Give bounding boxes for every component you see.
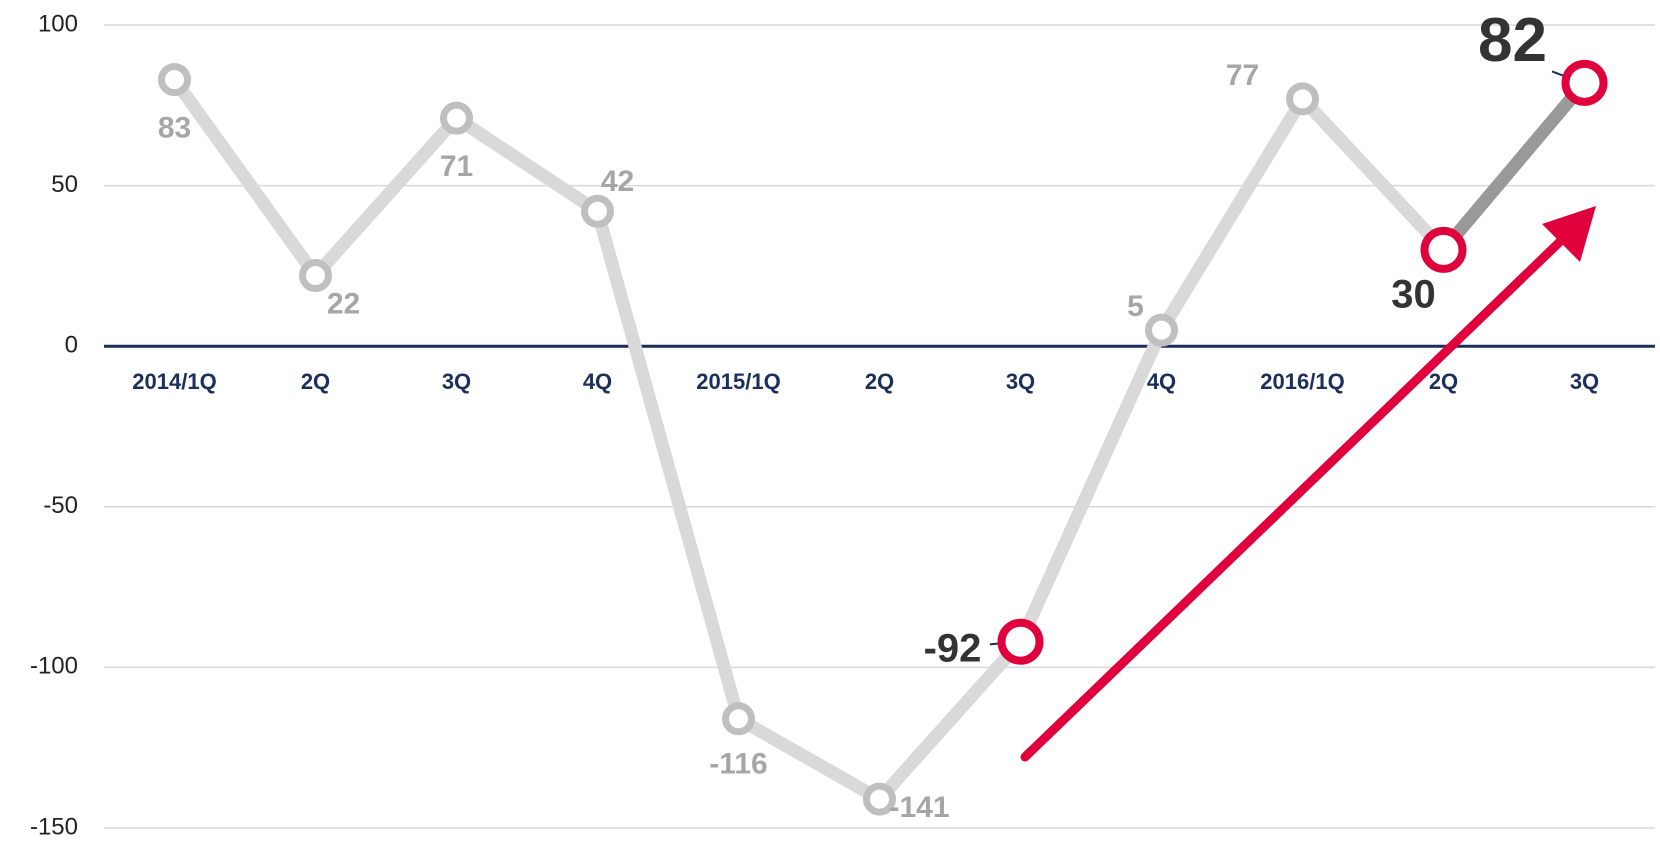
y-tick-label: 50: [51, 171, 78, 198]
y-tick-label: 0: [65, 332, 78, 359]
x-tick-label: 2Q: [301, 369, 330, 394]
line-segment: [591, 204, 745, 726]
marker: [158, 63, 191, 97]
y-tick-label: -100: [30, 653, 78, 680]
data-label: -92: [924, 626, 982, 670]
marker: [299, 259, 332, 293]
data-label: 77: [1226, 59, 1259, 92]
line-segment: [1155, 92, 1309, 337]
x-tick-label: 3Q: [1006, 369, 1035, 394]
x-tick-label: 3Q: [1570, 369, 1599, 394]
line-segment: [873, 635, 1027, 806]
trend-arrow-head: [1542, 206, 1596, 262]
marker: [581, 194, 614, 228]
x-tick-label: 4Q: [1147, 369, 1176, 394]
marker: [440, 101, 473, 135]
x-tick-label: 2Q: [865, 369, 894, 394]
marker: [1286, 82, 1319, 116]
x-tick-label: 2014/1Q: [132, 369, 216, 394]
marker: [1145, 313, 1178, 347]
lines: [168, 73, 1591, 806]
marker: [1561, 59, 1608, 106]
data-label: 22: [327, 287, 360, 320]
data-label: 42: [601, 165, 634, 198]
x-tick-label: 2Q: [1429, 369, 1458, 394]
y-tick-label: 100: [38, 10, 78, 37]
marker: [1420, 226, 1467, 273]
x-tick-label: 2016/1Q: [1260, 369, 1344, 394]
x-tick-label: 4Q: [583, 369, 612, 394]
data-label: 83: [158, 112, 191, 145]
line-segment: [168, 73, 322, 283]
line-segment: [309, 111, 463, 283]
marker: [722, 702, 755, 736]
line-segment: [1014, 323, 1168, 649]
marker: [863, 782, 896, 816]
line-segment: [732, 712, 886, 806]
trend-arrow: [1020, 227, 1575, 762]
marker: [997, 618, 1044, 665]
y-tick-label: -50: [43, 492, 78, 519]
data-label: 82: [1478, 6, 1547, 75]
data-label: -141: [889, 791, 949, 824]
x-tick-label: 3Q: [442, 369, 471, 394]
y-tick-label: -150: [30, 813, 78, 840]
data-label: 30: [1391, 272, 1436, 316]
x-tick-label: 2015/1Q: [696, 369, 780, 394]
data-label: 71: [440, 150, 473, 183]
line-segment: [1296, 92, 1450, 257]
grid: [104, 24, 1655, 829]
data-label: 5: [1127, 290, 1144, 323]
line-segment: [1437, 76, 1591, 257]
data-label: -116: [709, 748, 767, 781]
line-segment: [450, 111, 604, 218]
